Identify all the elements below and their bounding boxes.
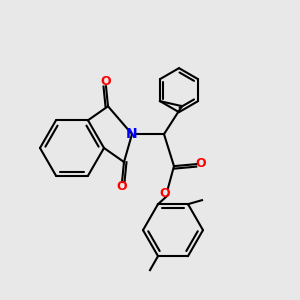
Text: O: O xyxy=(196,157,206,169)
Text: O: O xyxy=(101,75,111,88)
Text: O: O xyxy=(160,187,170,200)
Text: N: N xyxy=(126,127,138,141)
Text: O: O xyxy=(117,181,127,194)
